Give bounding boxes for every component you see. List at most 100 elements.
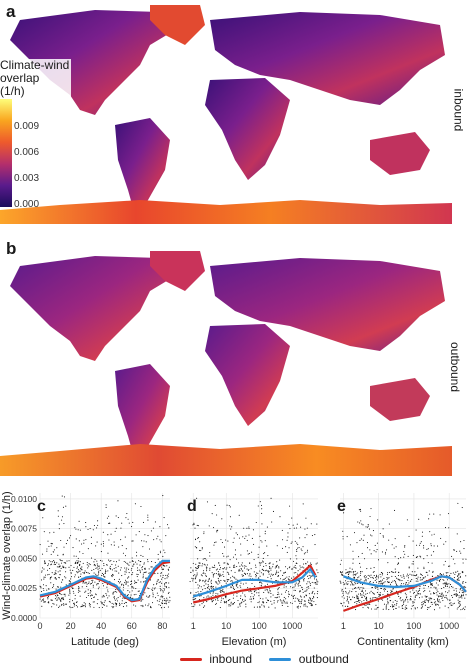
data-point (50, 553, 52, 555)
data-point (192, 580, 194, 582)
data-point (163, 587, 165, 590)
data-point (145, 571, 147, 573)
data-point (372, 593, 375, 595)
data-point (309, 584, 311, 587)
data-point (353, 532, 356, 534)
data-point (287, 532, 289, 534)
data-point (300, 526, 302, 528)
data-point (427, 562, 429, 564)
data-point (76, 571, 78, 573)
data-point (162, 591, 164, 593)
data-point (305, 595, 308, 597)
data-point (87, 589, 89, 591)
data-point (308, 601, 310, 603)
data-point (263, 606, 265, 608)
data-point (210, 588, 212, 590)
data-point (414, 575, 416, 577)
data-point (397, 558, 399, 560)
data-point (51, 576, 53, 578)
panel-c-label: c (37, 498, 46, 515)
data-point (423, 587, 425, 589)
data-point (54, 563, 56, 565)
data-point (216, 529, 218, 532)
data-point (96, 584, 98, 586)
data-point (347, 601, 349, 603)
data-point (309, 583, 311, 585)
data-point (297, 598, 299, 600)
data-point (430, 554, 432, 556)
data-point (445, 541, 447, 543)
data-point (166, 577, 168, 579)
data-point (461, 590, 463, 592)
data-point (421, 607, 423, 609)
data-point (190, 591, 192, 593)
data-point (265, 569, 267, 571)
data-point (272, 563, 274, 565)
data-point (303, 563, 305, 565)
data-point (263, 553, 265, 555)
data-point (397, 563, 399, 565)
data-point (97, 588, 99, 590)
data-point (304, 528, 306, 530)
data-point (154, 561, 156, 564)
data-point (451, 604, 453, 606)
data-point (297, 570, 299, 572)
data-point (241, 574, 243, 576)
data-point (245, 582, 247, 584)
data-point (159, 552, 162, 554)
data-point (353, 571, 355, 573)
data-point (302, 589, 304, 591)
data-point (84, 582, 86, 584)
data-point (448, 583, 450, 585)
data-point (295, 572, 297, 574)
data-point (414, 596, 416, 599)
data-point (62, 603, 65, 605)
legend-inbound: inbound (180, 652, 252, 666)
data-point (213, 544, 215, 546)
data-point (380, 581, 382, 583)
data-point (452, 586, 454, 588)
data-point (195, 575, 197, 577)
data-point (157, 595, 159, 597)
data-point (316, 523, 318, 525)
data-point (384, 581, 386, 583)
data-point (62, 506, 64, 508)
legend-outbound-swatch (269, 658, 292, 662)
data-point (56, 599, 58, 602)
data-point (406, 596, 408, 598)
data-point (246, 527, 248, 529)
data-point (60, 560, 62, 562)
data-point (228, 573, 230, 575)
data-point (394, 538, 396, 540)
data-point (140, 554, 142, 556)
data-point (290, 577, 293, 579)
data-point (166, 574, 169, 576)
data-point (206, 501, 209, 503)
data-point (72, 569, 74, 572)
data-point (416, 544, 418, 546)
data-point (70, 565, 72, 567)
data-point (53, 561, 56, 563)
data-point (300, 566, 302, 568)
outbound-map-svg (0, 251, 452, 476)
data-point (231, 580, 233, 582)
data-point (356, 578, 358, 580)
data-point (152, 592, 154, 594)
data-point (39, 598, 41, 600)
data-point (278, 586, 280, 589)
data-point (113, 596, 115, 598)
data-point (136, 555, 138, 557)
data-point (375, 597, 377, 599)
data-point (412, 561, 414, 563)
data-point (137, 590, 139, 592)
data-point (458, 605, 460, 607)
data-point (154, 573, 156, 575)
data-point (359, 579, 361, 581)
data-point (296, 542, 298, 544)
data-point (135, 534, 137, 536)
data-point (227, 563, 229, 565)
x-axis-title-e: Continentality (km) (357, 636, 449, 648)
data-point (77, 569, 80, 571)
data-point (125, 583, 127, 585)
data-point (419, 577, 421, 579)
